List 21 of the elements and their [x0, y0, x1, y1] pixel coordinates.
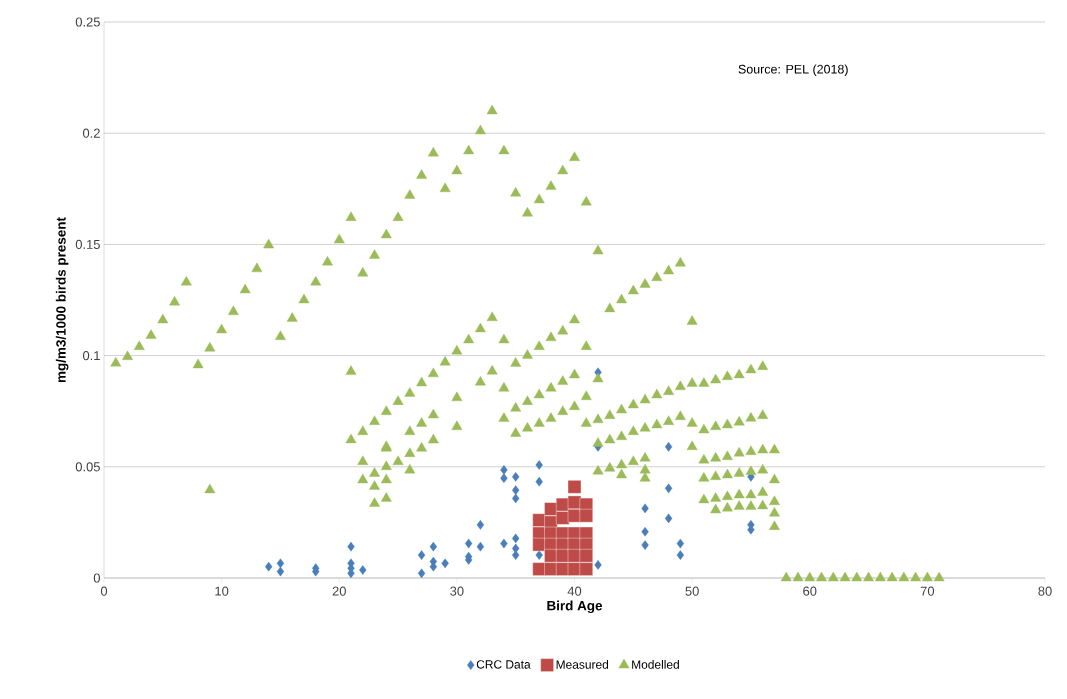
- y-tick-label: 0.1: [82, 351, 100, 361]
- y-tick-label: 0.25: [75, 17, 100, 27]
- x-tick-label: 80: [1038, 586, 1052, 596]
- x-tick-label: 50: [685, 586, 699, 596]
- x-tick-label: 0: [100, 586, 108, 596]
- y-tick-label: 0: [93, 573, 100, 583]
- x-tick-label: 40: [567, 586, 582, 596]
- legend-label: Measured: [556, 660, 609, 669]
- x-tick-label: 20: [332, 586, 346, 596]
- legend-label: Modelled: [632, 660, 679, 669]
- y-tick-label: 0.05: [75, 462, 100, 472]
- y-axis-title: mg/m3/1000 birds present: [55, 217, 69, 383]
- y-tick-label: 0.2: [82, 128, 100, 138]
- annotation: Source: PEL (2018): [738, 64, 848, 77]
- x-axis-title: Bird Age: [547, 600, 603, 614]
- x-tick-label: 10: [215, 586, 229, 596]
- y-tick-label: 0.15: [75, 239, 100, 249]
- x-tick-label: 30: [450, 586, 464, 596]
- x-tick-label: 60: [803, 586, 817, 596]
- x-tick-label: 70: [920, 586, 935, 596]
- legend-label: CRC Data: [476, 660, 531, 669]
